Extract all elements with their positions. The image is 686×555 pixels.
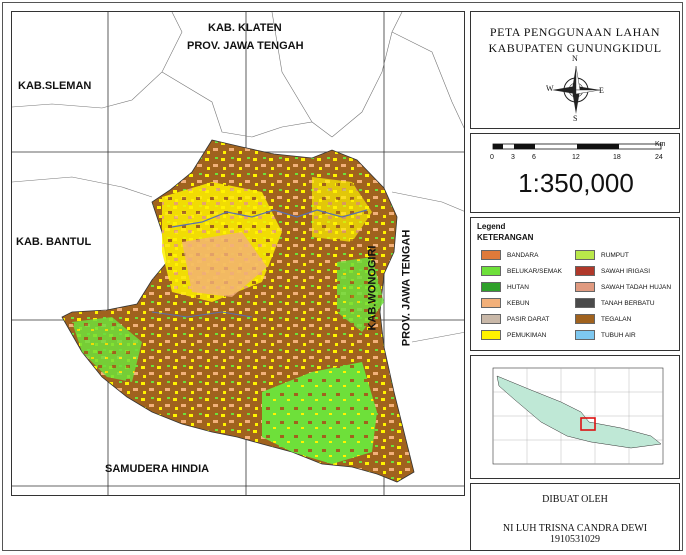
scale-unit: Km — [655, 141, 666, 148]
inset-map-canvas — [492, 367, 664, 465]
legend-item-tegalan: TEGALAN — [575, 314, 631, 324]
scale-tick: 18 — [613, 154, 621, 161]
legend-label: TANAH BERBATU — [601, 299, 655, 307]
legend-item-tubuh-air: TUBUH AIR — [575, 330, 636, 340]
legend-swatch — [575, 282, 595, 292]
river — [171, 209, 368, 228]
legend-item-rumput: RUMPUT — [575, 250, 629, 260]
legend-swatch — [481, 330, 501, 340]
map-side-panel: PETA PENGGUNAAN LAHAN KABUPATEN GUNUNGKI… — [470, 11, 680, 551]
scale-ratio: 1:350,000 — [518, 168, 634, 198]
legend-label: BANDARA — [507, 251, 539, 259]
legend-label: SAWAH TADAH HUJAN — [601, 283, 672, 291]
legend-swatch — [481, 282, 501, 292]
admin-boundaries — [12, 12, 464, 343]
legend-swatch — [575, 266, 595, 276]
compass-n: N — [572, 54, 578, 63]
legend-label: TUBUH AIR — [601, 331, 636, 339]
belukar-zone — [337, 257, 384, 332]
legend-swatch — [481, 298, 501, 308]
compass-e: E — [599, 86, 604, 95]
label-sleman: KAB.SLEMAN — [18, 80, 92, 92]
label-klaten: KAB. KLATEN — [208, 22, 282, 34]
legend-swatch — [481, 266, 501, 276]
label-wonogiri: KAB.WONOGIRI — [366, 245, 379, 331]
legend-item-belukar: BELUKAR/SEMAK — [481, 266, 562, 276]
legend-subtitle: KETERANGAN — [477, 233, 534, 242]
belukar-zone — [262, 362, 377, 464]
legend-item-kebun: KEBUN — [481, 298, 529, 308]
map-title-line1: PETA PENGGUNAAN LAHAN — [489, 25, 661, 39]
legend-label: PEMUKIMAN — [507, 331, 547, 339]
main-map: KAB. KLATEN PROV. JAWA TENGAH KAB.SLEMAN… — [11, 11, 465, 496]
legend-swatch — [575, 330, 595, 340]
credit-author: NI LUH TRISNA CANDRA DEWI — [502, 523, 648, 534]
legend-label: KEBUN — [507, 299, 530, 307]
legend-label: HUTAN — [507, 283, 529, 291]
legend-item-tanah-berbatu: TANAH BERBATU — [575, 298, 655, 308]
label-jateng-north: PROV. JAWA TENGAH — [187, 40, 304, 52]
belukar-zone — [72, 317, 142, 382]
legend-title: Legend — [477, 222, 506, 231]
compass-rose-icon — [552, 65, 601, 114]
legend-swatch — [481, 314, 501, 324]
compass-w: W — [546, 84, 554, 93]
title-box: PETA PENGGUNAAN LAHAN KABUPATEN GUNUNGKI… — [470, 11, 680, 129]
legend-label: TEGALAN — [601, 315, 632, 323]
legend-swatch — [481, 250, 501, 260]
scale-tick: 12 — [572, 154, 580, 161]
settlement-zone — [312, 177, 372, 242]
compass-s: S — [573, 114, 578, 123]
legend-item-sawah-irigasi: SAWAH IRIGASI — [575, 266, 650, 276]
legend-box: Legend KETERANGAN BANDARA RUMPUT BELUKAR… — [470, 217, 680, 351]
java-island — [496, 375, 662, 449]
label-jateng-east: PROV. JAWA TENGAH — [400, 229, 413, 347]
legend-label: BELUKAR/SEMAK — [507, 267, 562, 275]
scale-tick: 24 — [655, 154, 663, 161]
map-canvas — [12, 12, 464, 495]
legend-swatch — [575, 298, 595, 308]
legend-label: RUMPUT — [601, 251, 629, 259]
river — [151, 311, 253, 318]
scale-tick: 3 — [511, 154, 515, 161]
scale-box: Km 0 3 6 12 18 24 1:350,000 — [470, 133, 680, 213]
legend-item-sawah-tadah: SAWAH TADAH HUJAN — [575, 282, 671, 292]
scale-bar — [492, 143, 662, 150]
credit-box: DIBUAT OLEH NI LUH TRISNA CANDRA DEWI 19… — [470, 483, 680, 551]
legend-label: PASIR DARAT — [507, 315, 550, 323]
scale-tick: 6 — [532, 154, 536, 161]
scale-tick: 0 — [490, 154, 494, 161]
inset-locator-map — [470, 355, 680, 479]
credit-id: 1910531029 — [550, 534, 600, 545]
legend-label: SAWAH IRIGASI — [601, 267, 650, 275]
kebun-zone — [182, 232, 267, 297]
legend-swatch — [575, 314, 595, 324]
legend-swatch — [575, 250, 595, 260]
label-samudera: SAMUDERA HINDIA — [105, 463, 210, 475]
credit-line1: DIBUAT OLEH — [542, 494, 608, 505]
legend-item-pasir-darat: PASIR DARAT — [481, 314, 549, 324]
legend-item-bandara: BANDARA — [481, 250, 538, 260]
label-bantul: KAB. BANTUL — [16, 236, 92, 248]
map-title-line2: KABUPATEN GUNUNGKIDUL — [488, 41, 662, 55]
study-area-marker — [580, 417, 596, 431]
legend-item-pemukiman: PEMUKIMAN — [481, 330, 546, 340]
legend-item-hutan: HUTAN — [481, 282, 529, 292]
